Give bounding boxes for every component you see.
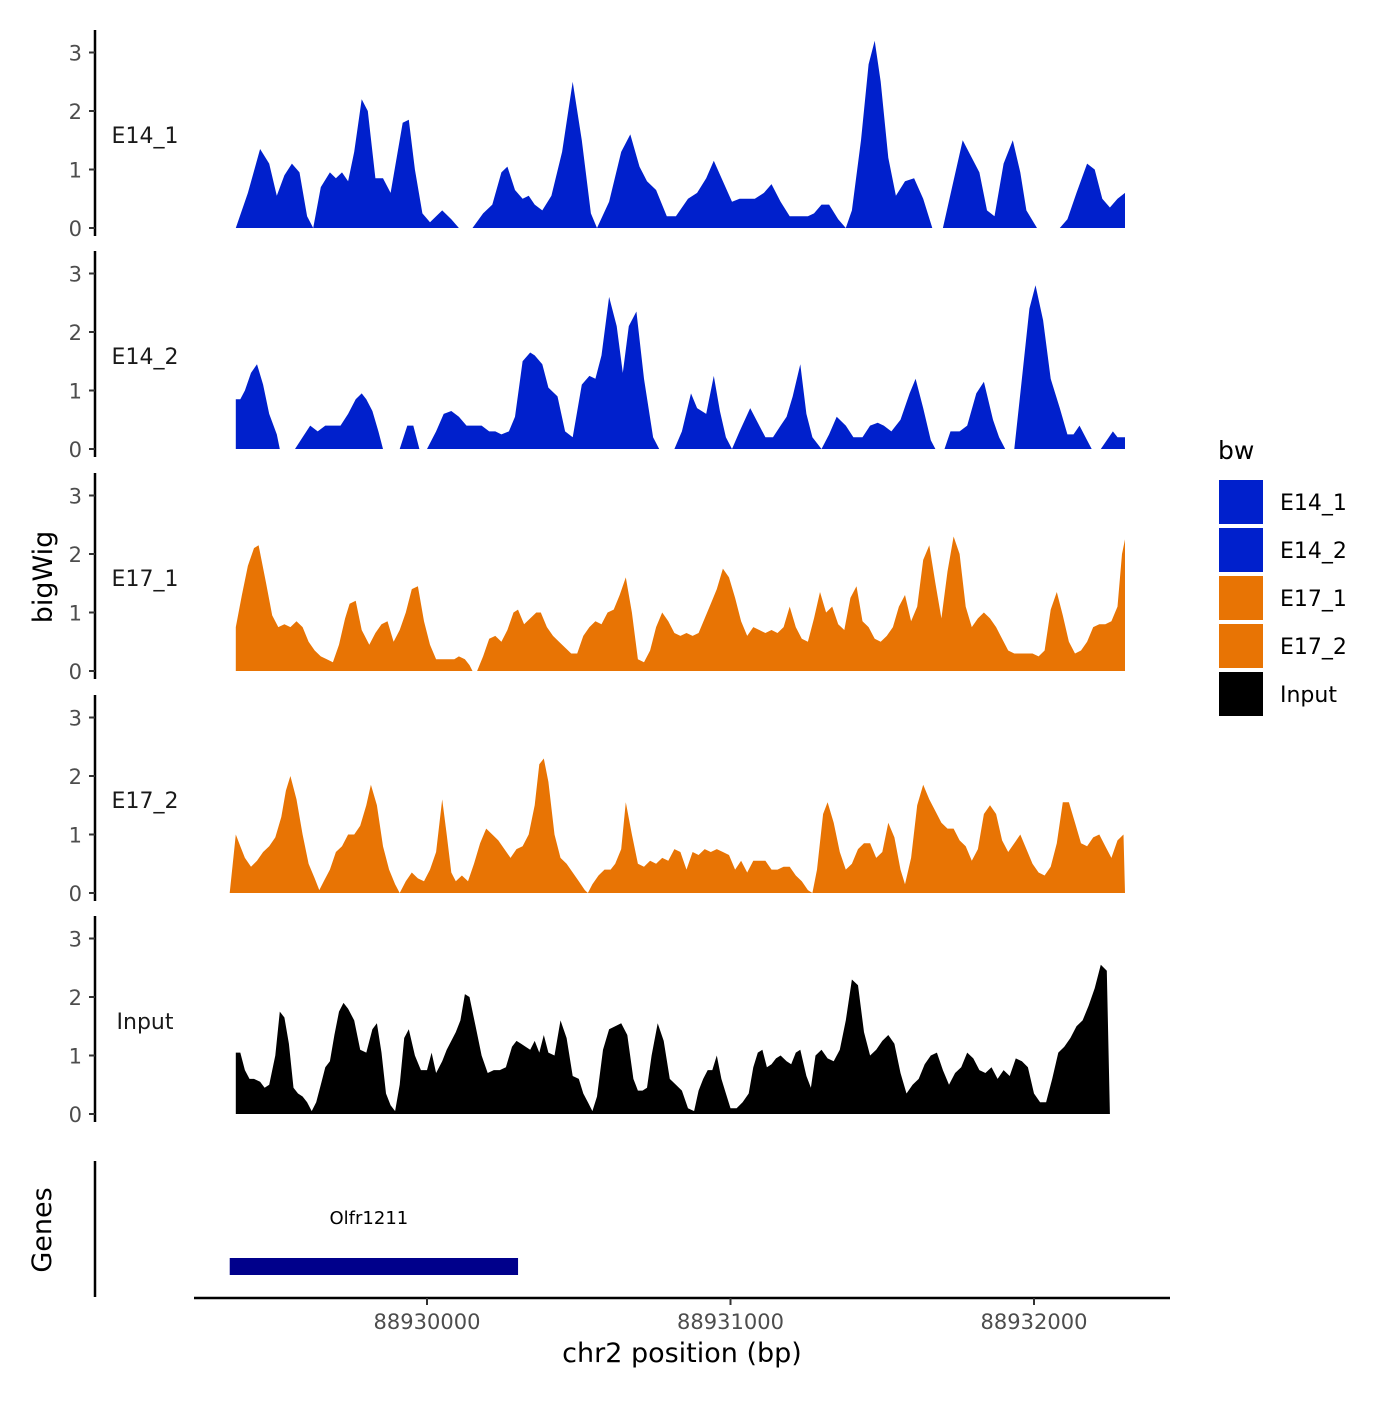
legend-label: E14_1 xyxy=(1280,491,1347,516)
y-tick-label: 2 xyxy=(69,321,82,345)
y-tick-label: 2 xyxy=(69,986,82,1010)
x-tick-label: 88931000 xyxy=(677,1310,784,1334)
legend-swatch xyxy=(1219,528,1263,572)
y-tick-label: 1 xyxy=(69,380,82,404)
track-label: E14_2 xyxy=(112,345,179,370)
track-E17_1: 0 1 2 3 E17_1 xyxy=(69,473,1126,684)
track-E14_1: 0 1 2 3 E14_1 xyxy=(69,30,1126,241)
x-tick-label: 88932000 xyxy=(981,1310,1088,1334)
y-tick-label: 0 xyxy=(69,438,82,462)
legend-swatch xyxy=(1219,576,1263,620)
legend-label: Input xyxy=(1280,683,1337,708)
y-axis-title: bigWig xyxy=(28,531,59,624)
signal-area xyxy=(235,964,1110,1114)
y-tick-label: 2 xyxy=(69,765,82,789)
track-label: E17_2 xyxy=(112,789,179,814)
y-tick-label: 0 xyxy=(69,660,82,684)
y-tick-label: 2 xyxy=(69,543,82,567)
legend-swatch xyxy=(1219,672,1263,716)
track-Input: 0 1 2 3 Input xyxy=(69,916,1110,1127)
y-tick-label: 1 xyxy=(69,1045,82,1069)
legend-item: E14_1 xyxy=(1219,480,1347,524)
track-E14_2: 0 1 2 3 E14_2 xyxy=(69,251,1126,462)
y-tick-label: 1 xyxy=(69,602,82,626)
x-axis: 88930000 88931000 88932000 xyxy=(194,1296,1170,1334)
y-tick-label: 0 xyxy=(69,217,82,241)
legend-label: E17_1 xyxy=(1280,587,1347,612)
track-label: Input xyxy=(117,1010,174,1035)
legend-swatch xyxy=(1219,480,1263,524)
legend-label: E17_2 xyxy=(1280,635,1347,660)
y-tick-label: 1 xyxy=(69,824,82,848)
legend-title: bw xyxy=(1218,436,1254,465)
track-label: E14_1 xyxy=(112,124,179,149)
y-tick-label: 2 xyxy=(69,100,82,124)
y-tick-label: 3 xyxy=(69,707,82,731)
legend: E14_1 E14_2 E17_1 E17_2 Input xyxy=(1219,480,1347,716)
y-tick-label: 0 xyxy=(69,882,82,906)
y-tick-label: 0 xyxy=(69,1103,82,1127)
genes-panel-label: Genes xyxy=(27,1187,58,1272)
legend-swatch xyxy=(1219,624,1263,668)
track-E17_2: 0 1 2 3 E17_2 xyxy=(69,695,1125,906)
x-tick-label: 88930000 xyxy=(374,1310,481,1334)
gene-bar xyxy=(229,1258,519,1275)
y-tick-label: 3 xyxy=(69,263,82,287)
x-axis-title: chr2 position (bp) xyxy=(562,1338,802,1369)
legend-item: E17_2 xyxy=(1219,624,1347,668)
track-label: E17_1 xyxy=(112,567,179,592)
legend-item: Input xyxy=(1219,672,1337,716)
legend-item: E17_1 xyxy=(1219,576,1347,620)
y-tick-label: 1 xyxy=(69,159,82,183)
y-tick-label: 3 xyxy=(69,485,82,509)
y-tick-label: 3 xyxy=(69,42,82,66)
signal-area xyxy=(235,40,1126,228)
signal-area xyxy=(235,285,1126,449)
y-tick-label: 3 xyxy=(69,928,82,952)
legend-item: E14_2 xyxy=(1219,528,1347,572)
legend-label: E14_2 xyxy=(1280,539,1347,564)
gene-label: Olfr1211 xyxy=(330,1208,409,1229)
signal-area xyxy=(229,758,1125,893)
genes-panel: Olfr1211 xyxy=(93,1161,519,1297)
tracks-layer: 0 1 2 3 E14_1 0 1 2 3 E14_2 0 1 2 3 E17_1 0 1 2 3 E17_2 0 1 2 3… xyxy=(69,30,1126,1127)
signal-area xyxy=(235,536,1126,671)
